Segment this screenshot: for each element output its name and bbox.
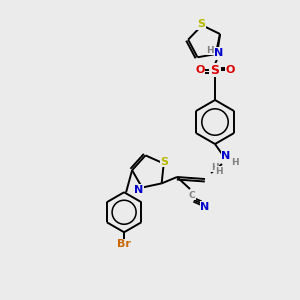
Text: N: N [214,50,224,60]
Text: S: S [197,19,205,29]
Text: N: N [134,184,144,194]
Text: Br: Br [117,239,131,249]
Text: O: O [225,65,235,75]
Text: S: S [161,157,169,166]
Text: N: N [221,151,231,161]
Text: N: N [200,202,210,212]
Text: S: S [211,64,220,76]
Text: N: N [214,48,224,58]
Text: H: H [206,46,214,55]
Text: H: H [211,163,219,172]
Text: H: H [215,167,223,176]
Text: O: O [195,65,205,75]
Text: C: C [189,190,195,200]
Text: H: H [231,158,239,166]
